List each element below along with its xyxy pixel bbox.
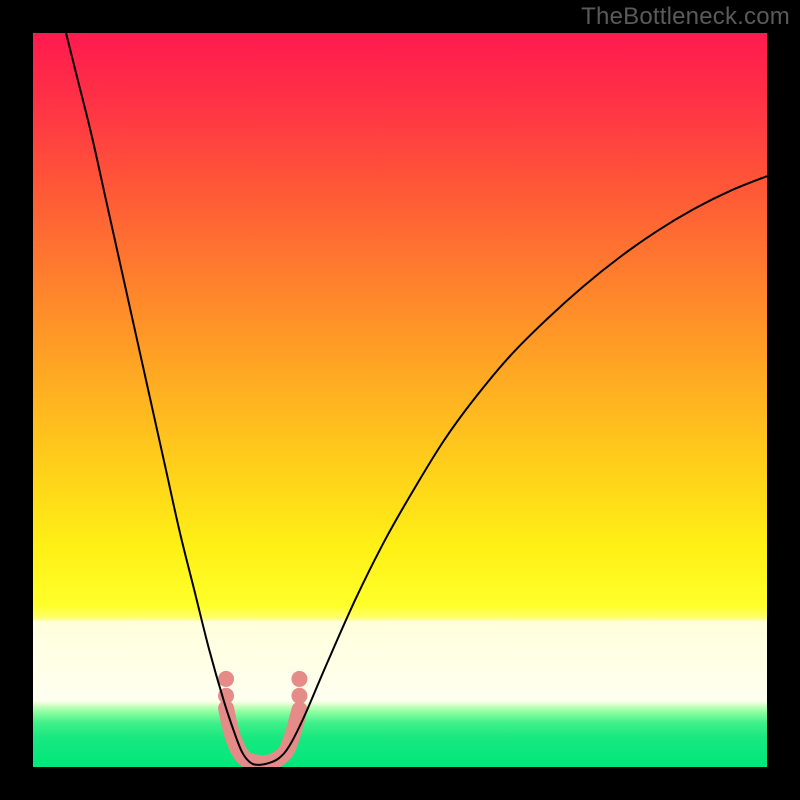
bottleneck-chart	[0, 0, 800, 800]
stage: TheBottleneck.com	[0, 0, 800, 800]
plot-background	[33, 33, 767, 767]
watermark-text: TheBottleneck.com	[581, 3, 790, 31]
